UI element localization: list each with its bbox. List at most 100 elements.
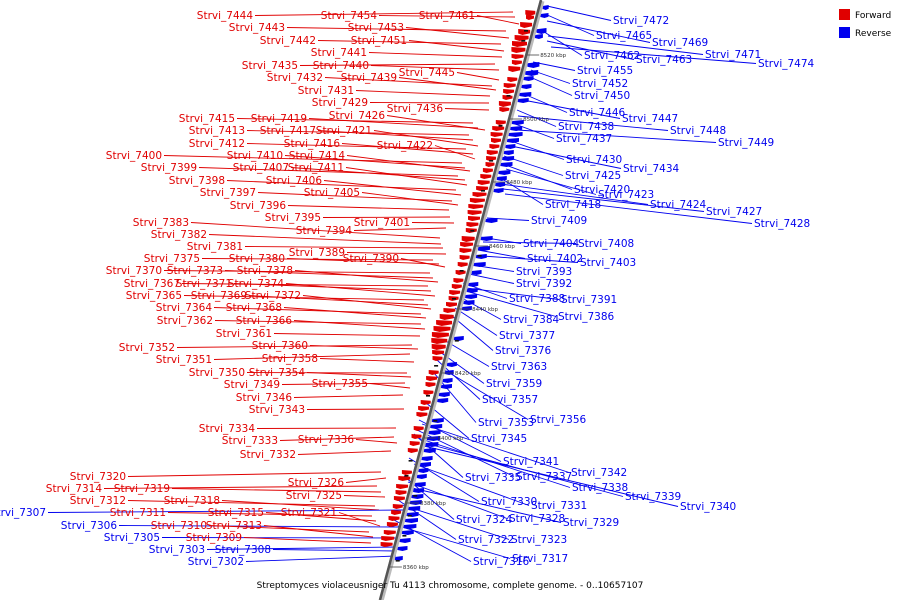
forward-gene-glyph [503,89,515,94]
leader-line-left [265,512,377,522]
reverse-gene-glyph [502,156,515,161]
gene-label-right: Strvi_7341 [503,456,559,468]
forward-gene-glyph [420,400,431,405]
gene-label-right: Strvi_7337 [516,471,572,483]
leader-line-left [246,143,467,150]
gene-label-left: Strvi_7389 [289,247,345,259]
leader-line-left [302,295,432,310]
leader-line-right [411,487,562,523]
leader-line-right [522,99,621,119]
reverse-gene-glyph [442,378,453,383]
leader-line-left [476,15,520,25]
misc-feature-mark [407,515,412,517]
gene-label-right: Strvi_7386 [558,311,615,323]
leader-line-left [319,358,415,363]
leader-line-right [546,5,612,21]
gene-label-left: Strvi_7401 [354,217,410,229]
gene-label-right: Strvi_7402 [527,253,583,265]
chromosome-axis [378,0,545,600]
gene-label-left: Strvi_7318 [164,495,220,507]
gene-label-left: Strvi_7373 [167,265,223,277]
leader-line-left [369,383,411,389]
forward-gene-glyph [492,126,505,131]
reverse-gene-glyph [397,546,408,551]
leader-line-left [190,222,441,239]
reverse-gene-glyph [465,294,478,299]
gene-label-left: Strvi_7439 [341,72,397,84]
gene-label-left: Strvi_7364 [156,302,213,314]
gene-label-right: Strvi_7425 [565,170,621,182]
leader-line-left [208,525,370,533]
leader-line-left [279,436,395,441]
leader-line-left [273,333,421,337]
leader-line-right [477,249,526,259]
forward-gene-glyph [525,10,536,16]
gene-label-left: Strvi_7441 [311,47,367,59]
gene-label-left: Strvi_7454 [321,10,378,22]
leader-line-left [293,394,404,398]
gene-label-right: Strvi_7448 [670,125,726,137]
gene-label-left: Strvi_7413 [189,125,245,137]
gene-label-left: Strvi_7319 [114,483,170,495]
leader-line-left [297,450,392,455]
reverse-gene-glyph [523,76,534,81]
leader-line-left [341,143,474,155]
leader-line-left [224,270,434,279]
misc-feature-mark [489,160,494,162]
gene-label-right: Strvi_7328 [509,513,565,525]
gene-label-left: Strvi_7336 [298,434,355,446]
misc-feature-mark [408,460,413,462]
gene-label-right: Strvi_7423 [598,189,654,201]
gene-label-left: Strvi_7436 [387,103,444,115]
gene-label-left: Strvi_7354 [249,367,306,379]
gene-label-right: Strvi_7342 [571,467,627,479]
leader-line-left [408,40,505,52]
forward-gene-glyph [514,35,529,41]
leader-line-right [504,193,753,224]
leader-line-left [346,252,447,255]
leader-line-left [248,295,429,306]
forward-gene-glyph [431,344,446,350]
gene-label-right: Strvi_7338 [572,482,628,494]
gene-label-left: Strvi_7360 [252,340,308,352]
forward-gene-glyph [398,476,411,481]
gene-label-left: Strvi_7372 [245,290,301,302]
reverse-gene-glyph [441,384,452,389]
forward-gene-glyph [461,236,475,242]
gene-label-right: Strvi_7329 [563,517,619,529]
misc-feature-mark [506,95,511,97]
leader-line-right [482,241,577,244]
gene-label-left: Strvi_7375 [144,253,200,265]
gene-label-right: Strvi_7437 [556,133,612,145]
reverse-gene-glyph [438,392,450,397]
forward-gene-glyph [489,144,500,149]
misc-feature-mark [433,420,438,422]
gene-label-right: Strvi_7404 [523,238,580,250]
reverse-gene-glyph [423,448,436,453]
gene-label-left: Strvi_7374 [228,278,285,290]
leader-line-right [468,291,557,317]
forward-gene-glyph [413,426,424,431]
reverse-gene-glyph [428,430,441,435]
gene-label-right: Strvi_7345 [471,433,527,445]
leader-line-left [127,500,376,507]
leader-line-left [444,108,490,111]
leader-line-left [361,192,459,206]
gene-label-left: Strvi_7306 [61,520,118,532]
leader-line-left [308,118,479,129]
gene-label-left: Strvi_7397 [200,187,256,199]
leader-line-left [221,500,380,511]
leader-line-left [373,130,479,147]
gene-label-right: Strvi_7376 [495,345,552,357]
gene-label-left: Strvi_7308 [215,544,271,556]
leader-line-right [505,168,597,195]
misc-feature-mark [477,255,482,257]
gene-label-left: Strvi_7346 [236,392,293,404]
gene-label-left: Strvi_7451 [351,35,407,47]
gene-label-left: Strvi_7312 [70,495,126,507]
forward-gene-glyph [503,83,516,88]
forward-gene-glyph [520,22,533,28]
gene-label-left: Strvi_7422 [377,140,433,152]
legend-forward-swatch [839,9,850,20]
gene-label-left: Strvi_7303 [149,544,205,556]
